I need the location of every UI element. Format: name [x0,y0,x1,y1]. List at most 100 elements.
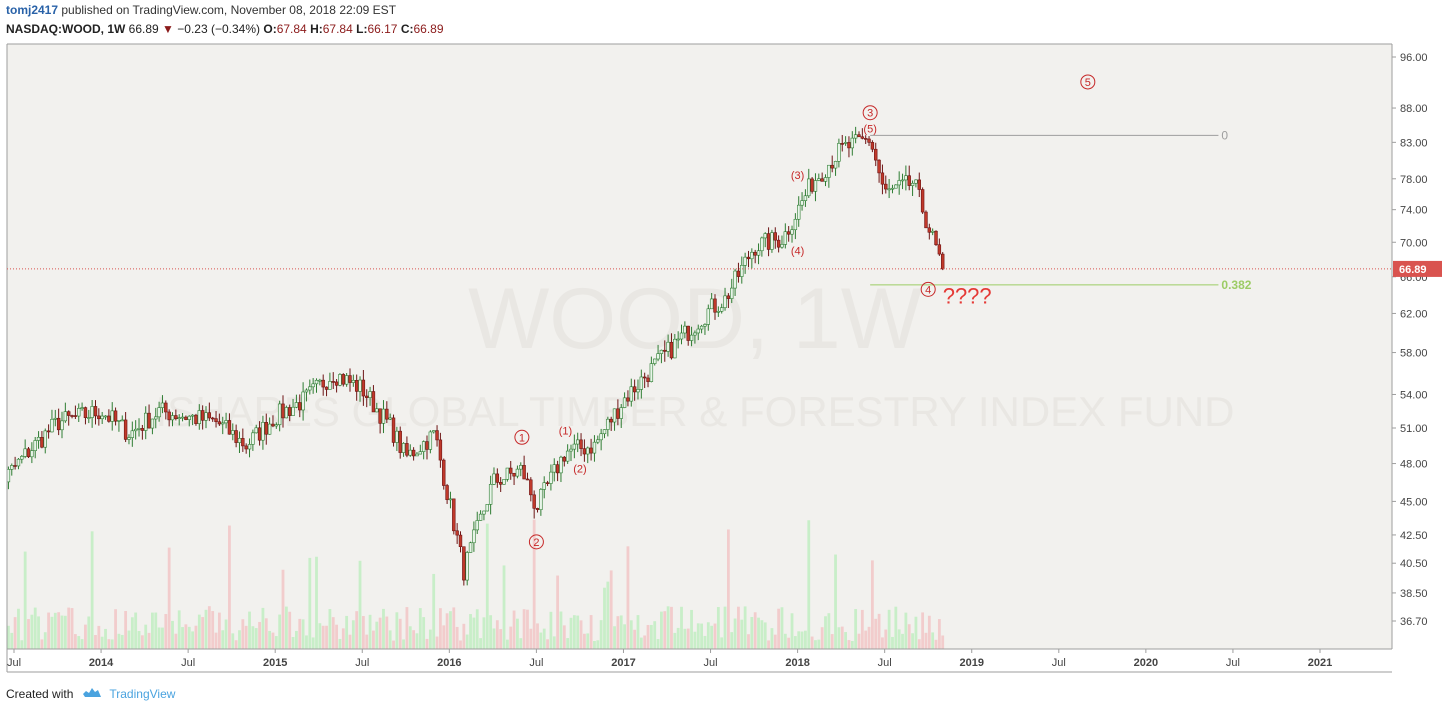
y-tick-label: 62.00 [1400,308,1428,320]
volume-bar [579,620,583,649]
volume-bar [847,640,851,649]
volume-bar [271,632,275,649]
candle-body [676,338,680,341]
candle-body [653,358,657,364]
candle-body [596,439,600,443]
candle-body [686,325,690,341]
y-tick-label: 40.50 [1400,558,1428,570]
candle-body [338,374,342,386]
volume-bar [589,615,593,649]
volume-bar [656,639,660,649]
candle-body [130,430,135,438]
x-tick-label: Jul [529,657,543,669]
x-tick-label: Jul [7,657,21,669]
volume-bar [248,611,251,649]
candle-body [46,430,51,433]
volume-bar [643,635,647,649]
symbol-name[interactable]: NASDAQ:WOOD, 1W [6,22,126,36]
candle-body [890,187,895,190]
candle-body [318,379,322,382]
candle-body [519,465,523,470]
volume-bar [820,627,824,649]
candle-body [267,423,272,435]
high-label: H: [310,22,323,36]
volume-bar [914,616,918,649]
candle-body [549,471,553,484]
candle-body [77,408,81,417]
wave-label: 3 [867,108,873,120]
volume-bar [20,640,24,649]
volume-bar [522,609,526,649]
change-value: −0.23 (−0.34%) [177,22,261,36]
candle-body [910,182,915,186]
volume-bar [63,615,67,649]
volume-bar [894,606,898,649]
candle-body [797,204,801,220]
candle-body [790,229,794,235]
candle-body [398,430,402,453]
candle-body [200,410,205,421]
volume-bar [40,639,44,649]
candle-body [813,180,818,192]
volume-bar [378,617,382,649]
candle-body [415,453,419,457]
x-tick-label: 2017 [611,657,635,669]
candle-body [740,265,744,277]
volume-bar [603,587,606,649]
volume-bar [696,623,700,649]
volume-bar [251,626,255,649]
volume-bar [844,632,847,649]
volume-bar [619,615,623,649]
candle-body [793,218,798,231]
candle-body [442,459,446,486]
volume-bar [10,632,14,649]
volume-bar [787,637,791,649]
y-tick-label: 74.00 [1400,205,1428,217]
volume-bar [586,633,590,649]
candle-body [187,415,191,420]
volume-bar [338,638,342,649]
volume-bar [167,547,171,649]
volume-bar [710,625,714,649]
wave-label: 4 [925,284,931,296]
author-link[interactable]: tomj2417 [6,3,59,17]
candle-body [475,520,479,531]
candle-body [773,232,777,241]
volume-bar [673,632,677,649]
candle-body [552,464,556,473]
volume-bar [850,640,854,649]
volume-bar [680,606,683,649]
volume-bar [439,608,442,649]
volume-bar [670,606,673,649]
candle-body [736,270,741,277]
volume-bar [191,631,194,649]
volume-bar [408,626,412,649]
volume-bar [164,613,168,649]
candle-body [408,449,412,456]
volume-bar [348,634,352,649]
candle-body [800,200,804,206]
candle-body [632,386,637,393]
volume-bar [298,618,302,649]
candle-body [210,417,215,420]
candle-body [609,418,613,423]
triangle-down-icon: ▼ [162,22,174,36]
y-tick-label: 54.00 [1400,389,1428,401]
tradingview-link[interactable]: TradingView [109,686,176,701]
volume-bar [224,619,228,649]
volume-bar [686,628,690,649]
volume-bar [117,633,121,649]
volume-bar [107,639,111,649]
candle-body [432,430,436,433]
candle-body [321,379,325,388]
candle-body [850,137,854,149]
volume-bar [127,630,131,649]
volume-bar [512,610,516,649]
candle-body [180,416,185,419]
candle-body [766,233,771,250]
candle-body [723,295,727,309]
candle-body [776,239,781,248]
volume-bar [428,629,432,649]
volume-bar [649,624,653,649]
